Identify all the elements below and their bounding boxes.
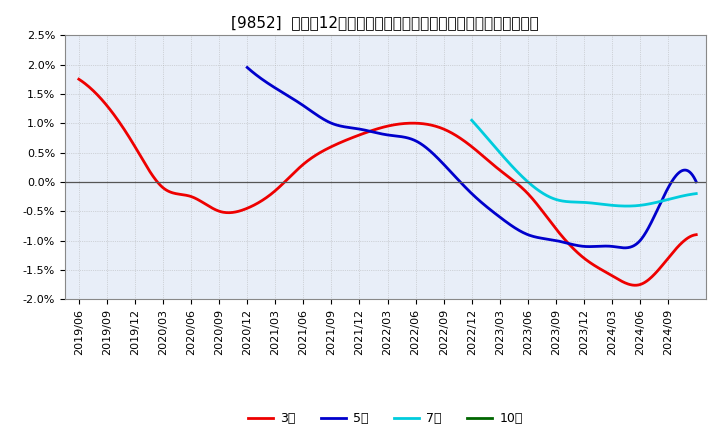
7年 [569, 199, 577, 205]
3年 [74, 77, 83, 82]
3年 [631, 282, 640, 288]
7年 [525, 181, 534, 186]
3年 [233, 209, 242, 214]
5年 [323, 118, 331, 124]
7年 [467, 117, 476, 123]
7年 [507, 163, 516, 168]
3年 [487, 160, 495, 165]
3年 [438, 126, 447, 131]
5年 [621, 245, 629, 250]
3年 [692, 232, 701, 237]
7年 [692, 191, 701, 196]
3年 [539, 210, 548, 216]
5年 [243, 65, 251, 70]
5年 [446, 169, 455, 174]
7年 [636, 202, 645, 208]
5年 [692, 179, 701, 184]
3年 [184, 193, 192, 198]
7年 [600, 202, 608, 207]
Legend: 3年, 5年, 7年, 10年: 3年, 5年, 7年, 10年 [243, 407, 528, 430]
3年 [354, 133, 362, 138]
5年 [359, 127, 367, 132]
7年 [617, 203, 626, 209]
Line: 5年: 5年 [247, 67, 696, 248]
5年 [581, 244, 590, 249]
5年 [543, 236, 552, 242]
Line: 3年: 3年 [78, 79, 696, 285]
Line: 7年: 7年 [472, 120, 696, 206]
7年 [623, 203, 631, 209]
Title: [9852]  売上高12か月移動合計の対前年同期増減率の平均値の推移: [9852] 売上高12か月移動合計の対前年同期増減率の平均値の推移 [231, 15, 539, 30]
5年 [508, 223, 516, 228]
